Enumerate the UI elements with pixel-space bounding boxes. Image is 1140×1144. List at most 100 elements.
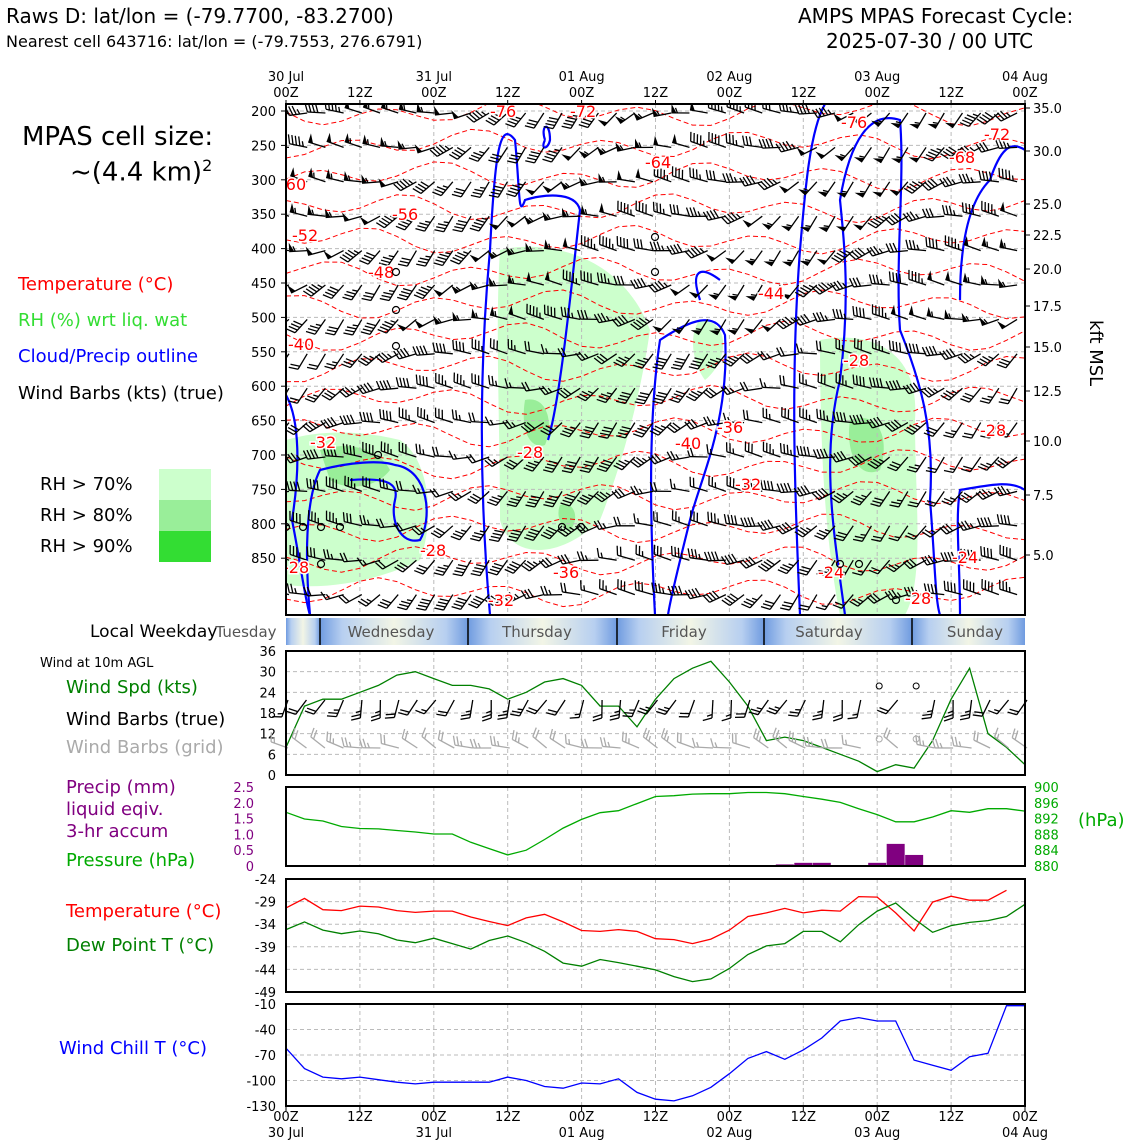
profile-wind-barb-full (869, 274, 871, 283)
profile-wind-barb (997, 354, 1017, 368)
profile-wind-barb-full (508, 191, 517, 194)
grid-wind-barb-half (778, 736, 780, 741)
isotherm-label: -28 (517, 443, 543, 462)
profile-wind-barb (306, 319, 325, 334)
profile-wind-barb (744, 319, 762, 333)
profile-wind-barb-flag (1000, 202, 1005, 212)
profile-wind-barb-full (962, 436, 971, 438)
profile-wind-barb-full (1002, 169, 1003, 178)
grid-wind-barb-staff (884, 736, 898, 748)
isotherm-label: -32 (735, 475, 761, 494)
profile-wind-barb-flag (470, 255, 479, 262)
profile-wind-barb (997, 319, 1017, 328)
profile-wind-barb-full (547, 121, 556, 123)
profile-wind-barb (415, 216, 434, 231)
surface-calm-marker (913, 683, 919, 689)
profile-wind-barb-full (674, 205, 676, 214)
legend-rh90-label: RH > 90% (40, 536, 133, 557)
profile-wind-barb-flag (891, 305, 896, 315)
grid-wind-barb-half (569, 739, 570, 744)
grid-wind-barb (884, 728, 898, 748)
profile-wind-barb-staff (744, 145, 762, 147)
profile-wind-barb-full (487, 502, 496, 505)
profile-wind-barb-full (419, 444, 420, 453)
wind-10m-title: Wind at 10m AGL (40, 656, 153, 671)
profile-wind-barb-full (427, 377, 428, 386)
surface-wind-barb-staff (982, 700, 990, 716)
profile-wind-barb-flag (290, 203, 295, 213)
profile-wind-barb-full (656, 395, 665, 397)
profile-wind-barb-half (951, 431, 956, 432)
profile-wind-barb-full (783, 376, 784, 385)
profile-wind-barb (633, 112, 653, 120)
grid-wind-barb-staff (533, 736, 547, 748)
profile-wind-barb (470, 526, 489, 541)
surface-wind-barb-full (610, 714, 619, 716)
profile-wind-barb (873, 147, 890, 163)
profile-wind-barb-half (805, 226, 810, 227)
profile-wind-barb (850, 278, 872, 287)
precip-ytick-label: 0.5 (233, 844, 254, 859)
profile-wind-barb-half (822, 606, 827, 607)
profile-wind-barb-full (492, 376, 493, 385)
profile-wind-barb-staff (444, 595, 453, 610)
profile-wind-barb (761, 319, 780, 331)
profile-wind-barb-half (878, 157, 883, 158)
profile-wind-barb-flag (708, 294, 718, 299)
profile-wind-barb-flag (815, 151, 825, 158)
profile-wind-barb (635, 138, 653, 147)
profile-wind-barb (927, 113, 944, 129)
profile-wind-barb (413, 346, 435, 356)
profile-wind-barb-full (309, 364, 318, 366)
pressure-tick-label-700: 700 (251, 449, 276, 464)
grid-wind-barb (402, 729, 417, 748)
profile-wind-barb-staff (981, 284, 999, 285)
profile-wind-barb-full (434, 608, 443, 610)
grid-wind-barb-full (585, 739, 588, 748)
pressure-ytick-label: 900 (1034, 781, 1059, 796)
profile-wind-barb-full (1004, 515, 1006, 524)
profile-wind-barb-staff (308, 176, 325, 182)
profile-wind-barb-half (789, 564, 794, 566)
surface-wind-barb (385, 700, 399, 718)
profile-wind-barb-full (474, 533, 483, 535)
grid-wind-barb-full (327, 732, 328, 741)
profile-wind-barb (434, 216, 452, 232)
profile-wind-barb-full (658, 358, 667, 360)
grid-wind-barb-half (759, 736, 760, 741)
surface-wind-barb-full (813, 714, 822, 716)
surface-wind-barb (526, 700, 546, 714)
profile-wind-barb-full (820, 312, 824, 321)
top-axis-tick-label: 00Z (273, 86, 299, 101)
grid-wind-barb-full (453, 736, 455, 745)
profile-wind-barb-staff (927, 279, 944, 285)
grid-wind-barb-full (754, 729, 757, 738)
profile-wind-barb-full (926, 209, 930, 218)
profile-wind-barb-flag (542, 185, 551, 192)
profile-wind-barb (1000, 580, 1017, 595)
profile-wind-barb-full (310, 326, 319, 329)
surface-wind-barb-full (289, 709, 298, 712)
profile-wind-barb-flag (779, 186, 788, 193)
profile-wind-barb (723, 173, 744, 182)
grid-wind-barb-full (295, 730, 298, 739)
profile-wind-barb-full (780, 567, 789, 571)
profile-wind-barb-full (494, 186, 503, 188)
profile-wind-barb-half (479, 152, 484, 154)
grid-wind-barb-full (821, 739, 824, 748)
profile-wind-barb-full (984, 547, 985, 556)
profile-wind-barb (926, 457, 944, 473)
profile-wind-barb (600, 579, 617, 594)
profile-wind-barb-staff (982, 245, 999, 250)
temperature-line (286, 890, 1007, 943)
profile-wind-barb-full (542, 159, 551, 162)
profile-wind-barb-full (491, 536, 500, 538)
grid-wind-barb-staff (492, 745, 510, 748)
grid-wind-barb-full (936, 739, 939, 748)
grid-wind-barb-full (490, 736, 492, 745)
surface-wind-barb-full (658, 709, 667, 712)
grid-wind-barb-half (518, 737, 519, 742)
profile-wind-barb-half (879, 249, 882, 253)
profile-wind-barb (886, 243, 908, 252)
profile-wind-barb-staff (735, 285, 744, 300)
